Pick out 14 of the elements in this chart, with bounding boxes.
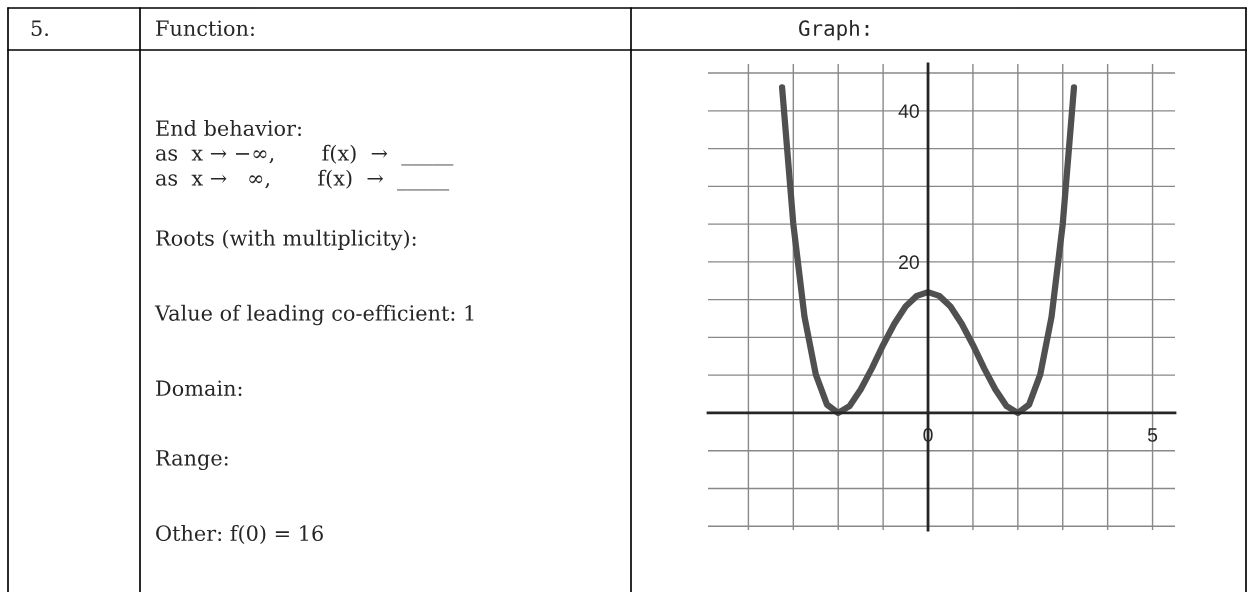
text: Other: f(0) = 16 [156, 524, 323, 544]
text: Function: [156, 20, 254, 37]
text: 5. [31, 20, 48, 37]
text: as x → ∞, f(x) → _____ [156, 169, 450, 191]
x-tick-label: 5 [1147, 428, 1158, 442]
text: Roots (with multiplicity): [156, 229, 416, 251]
text: End behavior: [156, 119, 301, 137]
text: as x → −∞, f(x) → _____ [156, 144, 454, 166]
text: Value of leading co-efficient: 1 [154, 304, 474, 326]
text: Range: [156, 450, 228, 471]
y-tick-label: 20 [899, 255, 919, 270]
chart-title: Graph: [799, 19, 869, 41]
text: Domain: [156, 380, 242, 397]
y-tick-label: 40 [898, 104, 919, 119]
